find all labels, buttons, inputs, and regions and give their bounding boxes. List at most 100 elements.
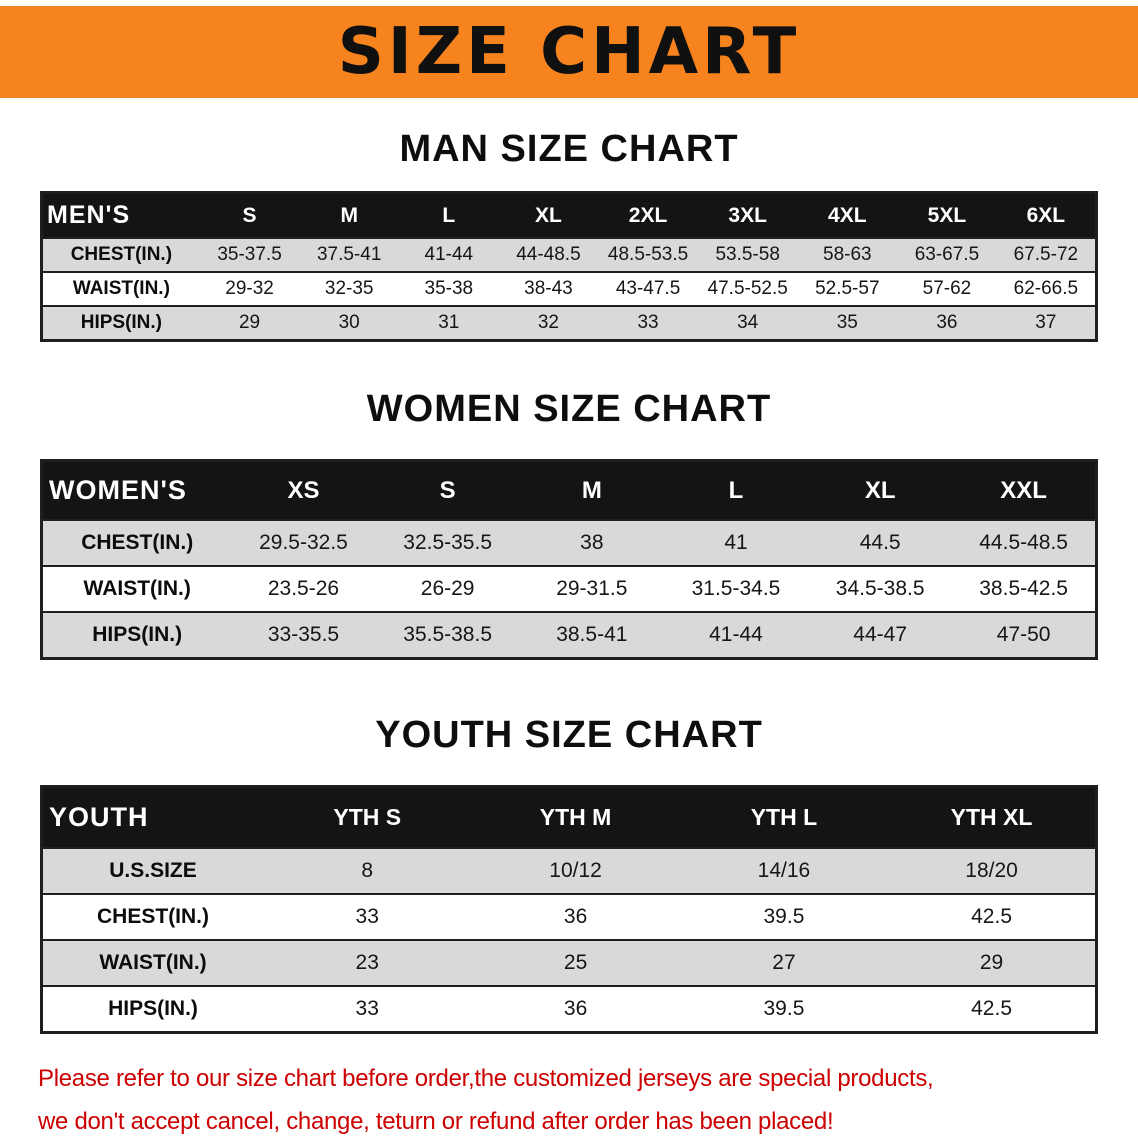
size-value-cell: 31 — [438, 312, 460, 333]
size-value-cell: 26-29 — [420, 577, 475, 600]
notice-line-2: we don't accept cancel, change, teturn o… — [38, 1107, 834, 1135]
table-header-row: YOUTH YTH S YTH M YTH L YTH XL — [41, 786, 1097, 848]
size-value-cell: 8 — [361, 859, 374, 882]
size-value-cell: 33-35.5 — [267, 623, 340, 646]
size-value-cell: 29-32 — [225, 278, 274, 299]
size-column-header: 2XL — [628, 203, 668, 227]
size-column-header: M — [581, 476, 602, 504]
table-row: HIPS(IN.) 33-35.5 35.5-38.5 38.5-41 41-44 44-… — [41, 612, 1097, 659]
table-header-label: MEN'S — [47, 201, 131, 229]
size-value-cell: 42.5 — [971, 905, 1012, 928]
size-column-header: 5XL — [927, 203, 967, 227]
table-row: CHEST(IN.) 29.5-32.5 32.5-35.5 38 41 44.5 44.5… — [41, 520, 1097, 566]
size-value-cell: 35 — [836, 312, 858, 333]
table-header-row: WOMEN'S XS S M L XL XXL — [41, 460, 1097, 520]
size-value-cell: 39.5 — [763, 905, 805, 928]
size-column-header: XXL — [1000, 476, 1047, 504]
size-value-cell: 44-48.5 — [516, 244, 581, 265]
size-value-cell: 25 — [563, 951, 588, 974]
page-title: SIZE CHART — [337, 15, 801, 89]
size-value-cell: 38 — [580, 531, 604, 554]
size-value-cell: 32-35 — [324, 278, 374, 299]
size-value-cell: 44-47 — [853, 623, 908, 646]
size-value-cell: 35-37.5 — [217, 244, 282, 265]
size-value-cell: 38.5-41 — [556, 623, 628, 646]
size-value-cell: 67.5-72 — [1013, 244, 1079, 265]
youth-section: YOUTH SIZE CHART YOUTH YTH S YTH M YTH L YTH… — [0, 714, 1138, 1034]
table-row: HIPS(IN.) 29 30 31 32 33 34 35 36 37 — [41, 306, 1097, 341]
footer-notice: Please refer to our size chart before or… — [38, 1062, 1100, 1140]
row-label: WAIST(IN.) — [72, 278, 170, 299]
size-column-header: YTH M — [539, 804, 612, 830]
size-value-cell: 42.5 — [971, 997, 1012, 1020]
size-value-cell: 41 — [724, 531, 748, 554]
size-value-cell: 53.5-58 — [715, 244, 780, 265]
size-column-header: L — [442, 203, 456, 227]
row-label: WAIST(IN.) — [99, 951, 207, 974]
size-column-header: 4XL — [828, 203, 867, 227]
size-value-cell: 37.5-41 — [316, 244, 382, 265]
row-label: CHEST(IN.) — [70, 244, 173, 265]
size-value-cell: 38-43 — [524, 278, 573, 299]
size-column-header: YTH XL — [950, 804, 1033, 830]
size-column-header: YTH L — [750, 804, 818, 830]
size-value-cell: 44.5 — [859, 531, 901, 554]
women-section: WOMEN SIZE CHART WOMEN'S XS S M L XL XXL CHEST(… — [0, 388, 1138, 660]
size-value-cell: 29-31.5 — [556, 577, 628, 600]
row-label: WAIST(IN.) — [83, 577, 191, 600]
size-value-cell: 33 — [637, 312, 659, 333]
size-value-cell: 41-44 — [424, 244, 474, 265]
size-value-cell: 47-50 — [996, 623, 1051, 646]
size-value-cell: 30 — [338, 312, 360, 333]
size-value-cell: 52.5-57 — [815, 278, 880, 299]
size-value-cell: 38.5-42.5 — [979, 577, 1068, 600]
size-value-cell: 27 — [772, 951, 796, 974]
notice-line-1: Please refer to our size chart before or… — [38, 1065, 934, 1092]
size-column-header: S — [242, 203, 257, 227]
size-value-cell: 57-62 — [922, 278, 972, 299]
size-value-cell: 18/20 — [965, 859, 1018, 882]
size-column-header: YTH S — [333, 804, 402, 830]
table-header-row: MEN'S S M L XL 2XL 3XL 4XL 5XL 6XL — [41, 192, 1097, 238]
row-label: CHEST(IN.) — [97, 905, 210, 928]
size-value-cell: 41-44 — [709, 623, 763, 646]
table-row: WAIST(IN.) 23 25 27 29 — [41, 940, 1097, 986]
size-value-cell: 43-47.5 — [615, 278, 681, 299]
size-value-cell: 36 — [563, 905, 588, 928]
size-value-cell: 10/12 — [549, 859, 602, 882]
size-value-cell: 34 — [737, 312, 759, 333]
size-value-cell: 39.5 — [763, 997, 805, 1020]
size-value-cell: 31.5-34.5 — [691, 577, 781, 600]
size-value-cell: 36 — [563, 997, 588, 1020]
table-header-label: WOMEN'S — [49, 475, 187, 505]
women-section-heading: WOMEN SIZE CHART — [366, 388, 772, 430]
size-value-cell: 23 — [355, 951, 379, 974]
row-label: CHEST(IN.) — [81, 531, 194, 554]
size-value-cell: 29.5-32.5 — [259, 531, 348, 554]
size-value-cell: 33 — [355, 905, 379, 928]
size-value-cell: 23.5-26 — [267, 577, 340, 600]
size-column-header: M — [340, 203, 358, 227]
size-value-cell: 44.5-48.5 — [979, 531, 1068, 554]
size-value-cell: 29 — [238, 312, 261, 333]
size-value-cell: 58-63 — [823, 244, 872, 265]
table-row: CHEST(IN.) 35-37.5 37.5-41 41-44 44-48.5 48.5… — [41, 238, 1097, 272]
table-row: U.S.SIZE 8 10/12 14/16 18/20 — [41, 848, 1097, 894]
men-section-heading: MAN SIZE CHART — [399, 128, 739, 170]
banner: SIZE CHART — [0, 6, 1138, 98]
youth-section-heading: YOUTH SIZE CHART — [375, 714, 763, 756]
table-row: WAIST(IN.) 29-32 32-35 35-38 38-43 43-47.5 47.… — [41, 272, 1097, 306]
youth-size-table: YOUTH YTH S YTH M YTH L YTH XL U.S.SIZE 8 10/12… — [40, 785, 1098, 1034]
size-column-header: XS — [287, 476, 320, 504]
size-value-cell: 63-67.5 — [914, 244, 980, 265]
table-row: CHEST(IN.) 33 36 39.5 42.5 — [41, 894, 1097, 940]
size-column-header: L — [728, 476, 744, 504]
row-label: HIPS(IN.) — [108, 997, 198, 1020]
row-label: U.S.SIZE — [109, 859, 197, 882]
size-column-header: S — [439, 476, 456, 504]
size-column-header: XL — [535, 203, 562, 227]
size-column-header: XL — [864, 476, 896, 504]
size-value-cell: 37 — [1035, 312, 1057, 333]
size-value-cell: 32.5-35.5 — [403, 531, 493, 554]
